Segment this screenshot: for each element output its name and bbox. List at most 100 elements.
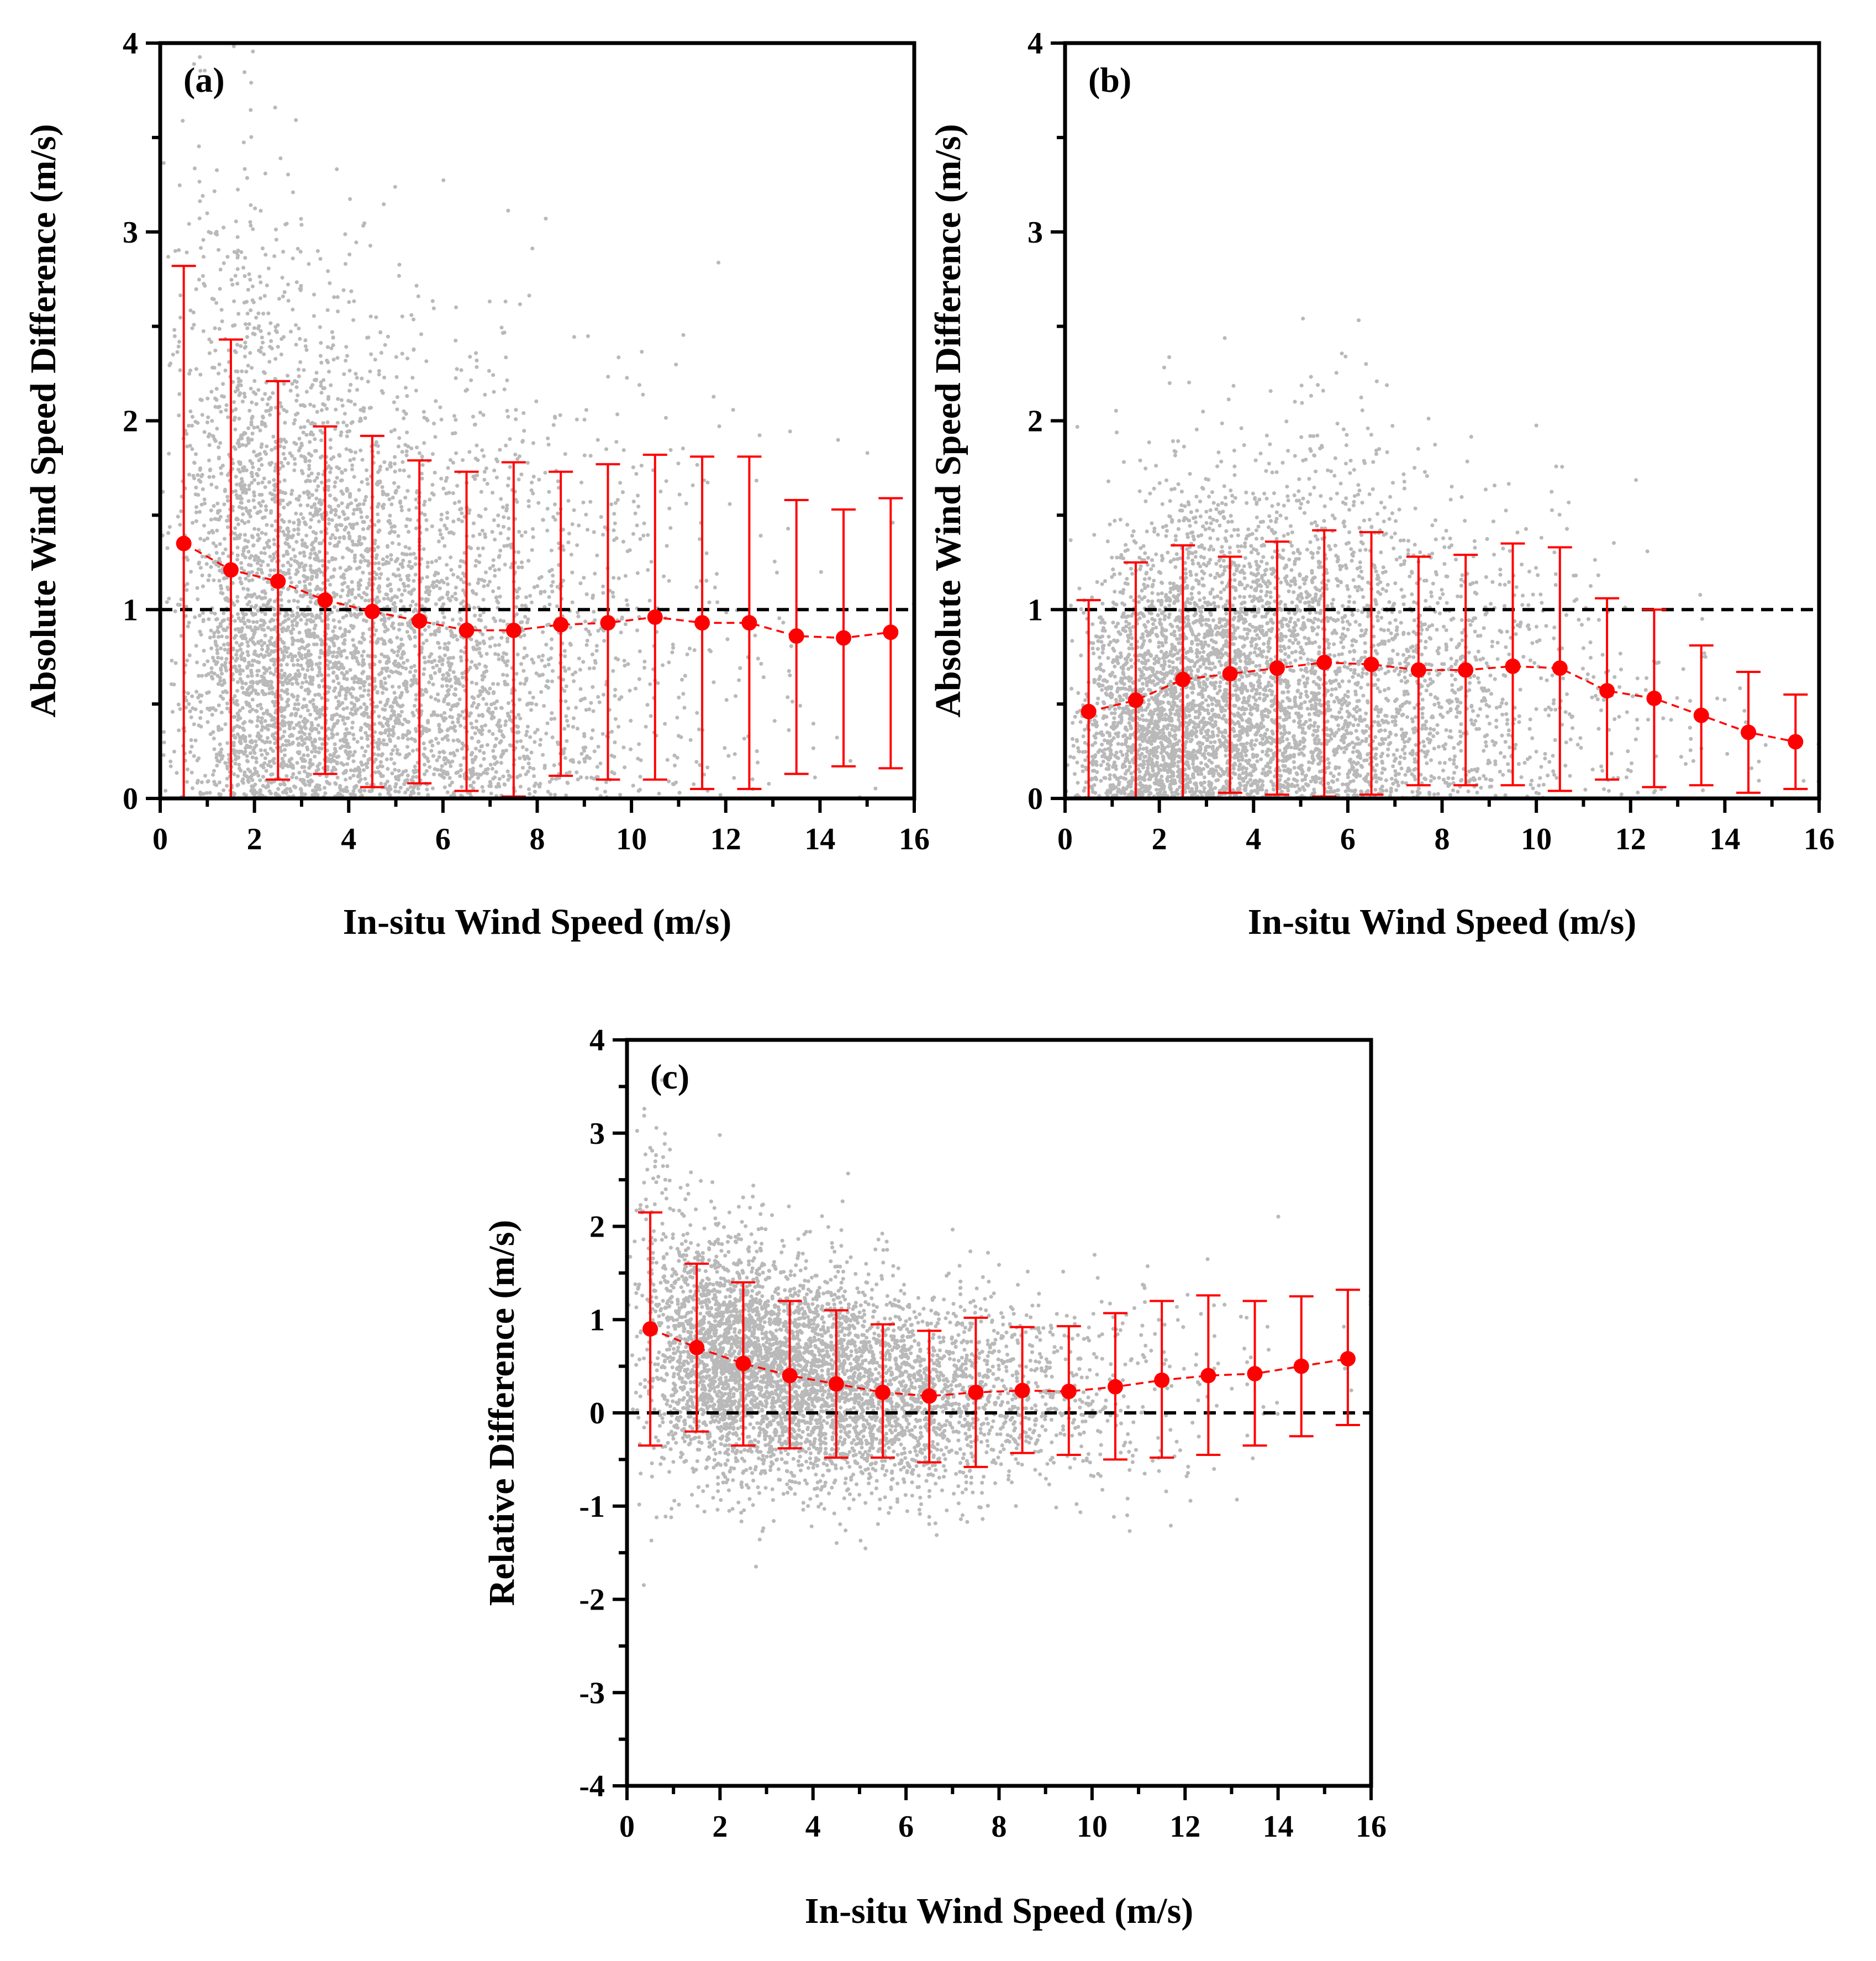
mean-point [1458, 662, 1474, 678]
y-tick-label: 2 [1027, 404, 1043, 439]
x-axis-title: In-situ Wind Speed (m/s) [343, 902, 732, 942]
x-tick-label: 6 [1340, 822, 1356, 856]
panel-label: (b) [1088, 60, 1131, 99]
mean-point [317, 592, 333, 608]
x-tick-label: 0 [152, 822, 168, 856]
x-tick-label: 12 [710, 822, 741, 856]
x-tick-label: 12 [1169, 1810, 1200, 1844]
x-tick-label: 8 [1435, 822, 1450, 856]
mean-point [1293, 1358, 1309, 1374]
y-tick-label: -3 [579, 1676, 605, 1710]
x-tick-label: 16 [899, 822, 930, 856]
mean-point [828, 1376, 844, 1392]
y-tick-label: 0 [1027, 782, 1043, 816]
x-axis-title: In-situ Wind Speed (m/s) [805, 1891, 1194, 1931]
mean-point [1200, 1368, 1216, 1384]
mean-point [741, 615, 757, 631]
mean-point [223, 562, 239, 578]
y-tick-label: 1 [123, 593, 138, 627]
scatter-points [627, 1078, 1371, 1587]
mean-point [1552, 660, 1568, 676]
mean-point [1127, 692, 1143, 708]
mean-point [1599, 683, 1615, 699]
x-tick-label: 12 [1615, 822, 1646, 856]
panel-label: (c) [650, 1057, 689, 1096]
x-tick-label: 2 [1152, 822, 1167, 856]
x-tick-label: 4 [805, 1810, 821, 1844]
y-tick-label: 1 [589, 1303, 605, 1337]
mean-point [1247, 1366, 1263, 1382]
mean-point [1410, 662, 1426, 678]
mean-point [505, 622, 521, 638]
mean-point [735, 1355, 751, 1371]
mean-point [459, 622, 475, 638]
mean-point [1741, 724, 1757, 740]
y-tick-label: 0 [123, 782, 138, 816]
x-tick-label: 6 [435, 822, 451, 856]
y-tick-label: -2 [579, 1583, 605, 1617]
x-tick-label: 10 [616, 822, 647, 856]
y-tick-label: 3 [589, 1117, 605, 1151]
x-tick-label: 2 [712, 1810, 728, 1844]
x-tick-label: 8 [530, 822, 545, 856]
x-tick-label: 8 [992, 1810, 1007, 1844]
mean-point [176, 535, 192, 551]
mean-point [1363, 656, 1379, 672]
mean-point [364, 603, 380, 619]
mean-point [1081, 703, 1097, 719]
mean-point [1340, 1351, 1356, 1367]
x-axis-title: In-situ Wind Speed (m/s) [1248, 902, 1637, 942]
mean-point [836, 630, 852, 646]
y-axis-title: Absolute Wind Speed Difference (m/s) [23, 124, 64, 717]
x-tick-label: 14 [1263, 1810, 1294, 1844]
y-tick-label: 3 [123, 215, 138, 250]
mean-line [183, 543, 891, 639]
y-tick-label: 2 [123, 404, 138, 439]
y-tick-label: -1 [579, 1490, 605, 1524]
y-tick-label: 0 [589, 1396, 605, 1431]
mean-point [270, 573, 286, 589]
mean-point [1693, 707, 1709, 723]
y-axis-title: Absolute Wind Speed Difference (m/s) [928, 124, 968, 717]
mean-point [694, 615, 710, 631]
x-tick-label: 0 [1057, 822, 1073, 856]
panel-label: (a) [183, 60, 225, 99]
mean-point [875, 1384, 891, 1400]
mean-point [1505, 658, 1521, 674]
mean-point [1269, 660, 1285, 676]
plot-frame [158, 41, 916, 801]
mean-point [788, 628, 804, 644]
x-tick-label: 16 [1804, 822, 1835, 856]
x-tick-label: 0 [619, 1810, 635, 1844]
x-tick-label: 4 [341, 822, 356, 856]
x-tick-label: 4 [1246, 822, 1261, 856]
scatter-points [160, 44, 914, 798]
y-tick-label: 4 [1027, 27, 1043, 61]
x-tick-label: 14 [804, 822, 835, 856]
mean-point [1646, 690, 1662, 706]
y-tick-label: 3 [1027, 215, 1043, 250]
mean-point [1107, 1379, 1123, 1395]
mean-point [1175, 671, 1191, 687]
y-tick-label: 2 [589, 1210, 605, 1244]
mean-point [782, 1368, 798, 1384]
y-axis-title: Relative Difference (m/s) [482, 1220, 522, 1606]
mean-point [412, 613, 428, 629]
x-tick-label: 10 [1077, 1810, 1108, 1844]
mean-point [968, 1384, 984, 1400]
scatter-points [1065, 317, 1819, 798]
x-tick-label: 6 [898, 1810, 914, 1844]
y-tick-label: 4 [123, 27, 138, 61]
mean-point [883, 624, 899, 640]
mean-point [1316, 654, 1332, 670]
mean-point [642, 1321, 658, 1337]
mean-line [1088, 661, 1796, 743]
y-tick-label: 4 [589, 1023, 605, 1058]
mean-point [921, 1388, 937, 1404]
mean-point [689, 1339, 705, 1355]
mean-point [1061, 1384, 1077, 1400]
